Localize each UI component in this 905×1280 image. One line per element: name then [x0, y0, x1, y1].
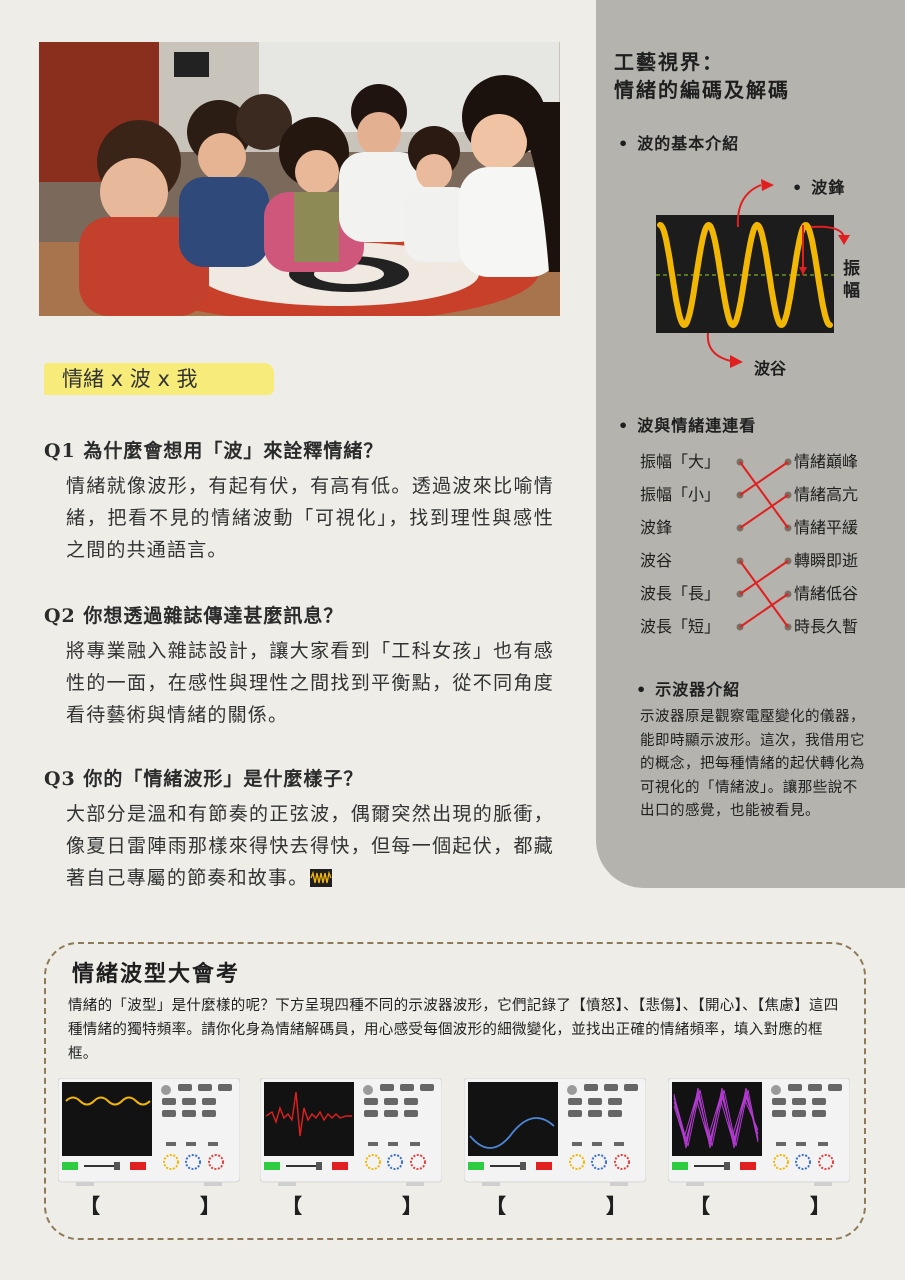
- match-right-6: 時長久暫: [794, 617, 859, 636]
- match-right-2: 情緒高亢: [794, 485, 859, 504]
- section-title-text: 情緒 x 波 x 我: [62, 367, 198, 391]
- sidebar-title: 工藝視界： 情緒的編碼及解碼: [614, 48, 790, 104]
- oscilloscope-intro: 示波器原是觀察電壓變化的儀器，能即時顯示波形。這次，我借用它的概念，把每種情緒的…: [640, 709, 865, 819]
- answer-bracket-open-2[interactable]: 【: [282, 1194, 302, 1218]
- sidebar-title-line2: 情緒的編碼及解碼: [614, 78, 790, 102]
- oscilloscope-device-3: [463, 1077, 647, 1186]
- answer-bracket-close-3: 】: [606, 1194, 626, 1218]
- match-left-1: 振幅「大」: [640, 452, 721, 471]
- label-amplitude: 振 幅: [843, 258, 860, 302]
- question-1: Q1 為什麼會想用「波」來詮釋情緒？: [44, 440, 384, 462]
- match-diagram: 振幅「大」 振幅「小」 波鋒 波谷 波長「長」 波長「短」 情緒巔峰 情緒高亢 …: [640, 445, 880, 645]
- match-left-3: 波鋒: [640, 518, 673, 537]
- bullet-wave-intro: 波的基本介紹: [618, 130, 739, 154]
- match-left-5: 波長「長」: [640, 584, 721, 603]
- quiz-description: 情緒的「波型」是什麼樣的呢？下方呈現四種不同的示波器波形，它們記錄了【憤怒】、【…: [68, 998, 839, 1062]
- quiz-title: 情緒波型大會考: [72, 961, 241, 987]
- oscilloscope-2: 【 】: [259, 1077, 443, 1218]
- qa-block-2: Q2 你想透過雜誌傳達甚麼訊息？ 將專業融入雜誌設計，讓大家看到「工科女孩」也有…: [44, 603, 554, 731]
- wave-diagram: [656, 179, 850, 368]
- label-trough: 波谷: [754, 359, 787, 378]
- section-title: 情緒 x 波 x 我: [44, 355, 274, 401]
- oscilloscope-device-4: [667, 1077, 851, 1186]
- match-right-1: 情緒巔峰: [794, 452, 859, 471]
- match-right-3: 情緒平緩: [794, 518, 859, 537]
- label-crest: 波鋒: [792, 174, 845, 198]
- answer-3-text: 大部分是溫和有節奏的正弦波，偶爾突然出現的脈衝，像夏日雷陣雨那樣來得快去得快，但…: [66, 803, 554, 889]
- answer-1: 情緒就像波形，有起有伏，有高有低。透過波來比喻情緒，把看不見的情緒波動「可視化」…: [66, 475, 554, 561]
- answer-bracket-close-4: 】: [810, 1194, 830, 1218]
- question-3: Q3 你的「情緒波形」是什麼樣子？: [44, 768, 364, 790]
- oscilloscope-4: 【 】: [667, 1077, 851, 1218]
- match-right-4: 轉瞬即逝: [794, 551, 859, 570]
- highlight-bar: [44, 363, 274, 395]
- sidebar-panel: 工藝視界： 情緒的編碼及解碼 波的基本介紹 波鋒 振 幅 波谷 波與情緒連連看: [596, 0, 905, 888]
- oscilloscope-3: 【 】: [463, 1077, 647, 1218]
- match-right-5: 情緒低谷: [794, 584, 859, 603]
- answer-3: 大部分是溫和有節奏的正弦波，偶爾突然出現的脈衝，像夏日雷陣雨那樣來得快去得快，但…: [66, 798, 554, 894]
- qa-block-3: Q3 你的「情緒波形」是什麼樣子？ 大部分是溫和有節奏的正弦波，偶爾突然出現的脈…: [44, 766, 554, 894]
- qa-block-1: Q1 為什麼會想用「波」來詮釋情緒？ 情緒就像波形，有起有伏，有高有低。透過波來…: [44, 438, 554, 566]
- match-left-4: 波谷: [640, 551, 673, 570]
- oscilloscope-device-2: [259, 1077, 443, 1186]
- bullet-match: 波與情緒連連看: [618, 412, 756, 436]
- answer-bracket-close-2: 】: [402, 1194, 422, 1218]
- workshop-photo: [39, 42, 560, 316]
- answer-bracket-open-4[interactable]: 【: [690, 1194, 710, 1218]
- match-left-2: 振幅「小」: [640, 485, 721, 504]
- answer-bracket-close-1: 】: [200, 1194, 220, 1218]
- match-lines: [736, 458, 792, 631]
- end-wave-icon: [310, 869, 333, 887]
- label-amplitude-1: 振: [843, 259, 860, 279]
- answer-bracket-open-3[interactable]: 【: [486, 1194, 506, 1218]
- sidebar-title-line1: 工藝視界：: [614, 50, 724, 74]
- question-2: Q2 你想透過雜誌傳達甚麼訊息？: [44, 605, 344, 627]
- answer-bracket-open-1[interactable]: 【: [80, 1194, 100, 1218]
- bullet-oscilloscope: 示波器介紹: [636, 676, 740, 700]
- match-left-6: 波長「短」: [640, 617, 721, 636]
- quiz-box: 情緒波型大會考 情緒的「波型」是什麼樣的呢？下方呈現四種不同的示波器波形，它們記…: [44, 942, 866, 1240]
- oscilloscope-device-1: [57, 1077, 241, 1186]
- label-amplitude-2: 幅: [843, 281, 860, 301]
- oscilloscope-1: 【 】: [57, 1077, 241, 1218]
- answer-2: 將專業融入雜誌設計，讓大家看到「工科女孩」也有感性的一面，在感性與理性之間找到平…: [66, 640, 554, 726]
